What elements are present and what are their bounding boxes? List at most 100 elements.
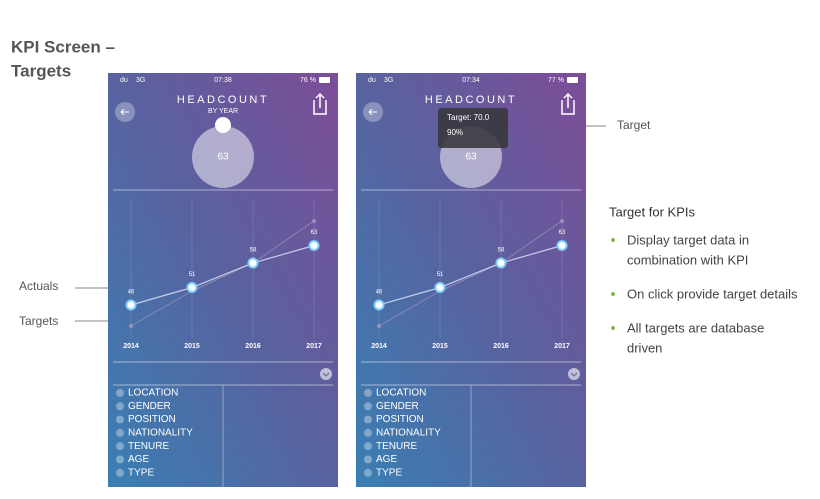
share-icon[interactable]	[313, 92, 327, 115]
data-label: 58	[498, 248, 505, 254]
filter-item: AGE	[376, 454, 397, 465]
target-point	[129, 324, 133, 328]
status-time: 07:34	[462, 77, 480, 84]
kpi-value: 63	[465, 152, 477, 163]
screen-header: HEADCOUNT	[177, 94, 269, 106]
bullet-text: Display target data in	[627, 232, 749, 247]
tooltip-target: Target: 70.0	[447, 113, 490, 122]
phone-screen: du 3G 07:34 77 % HEADCOUNT 63 2014 2015 2016 2017…	[356, 73, 586, 487]
filter-item: LOCATION	[128, 388, 178, 399]
filter-check[interactable]	[116, 455, 124, 464]
x-tick-label: 2015	[432, 343, 448, 350]
actual-point	[308, 240, 320, 251]
bullet-text: All targets are database	[627, 320, 764, 335]
kpi-value: 63	[217, 152, 229, 163]
filter-item: POSITION	[128, 414, 176, 425]
target-point	[312, 219, 316, 223]
tooltip	[438, 108, 508, 148]
actual-line	[130, 244, 315, 306]
status-carrier: du	[368, 77, 376, 84]
status-time: 07:38	[214, 77, 232, 84]
filter-check[interactable]	[364, 402, 372, 411]
battery-icon	[567, 77, 578, 83]
actual-point	[125, 299, 137, 311]
filter-item: TYPE	[376, 467, 402, 478]
expand-chevron	[322, 372, 330, 377]
screen-subheader: BY YEAR	[208, 108, 238, 115]
data-label: 46	[376, 290, 383, 296]
filter-check[interactable]	[116, 442, 124, 451]
filter-check[interactable]	[116, 415, 124, 424]
data-label: 63	[311, 230, 318, 236]
target-line	[130, 220, 315, 327]
expand-button[interactable]	[320, 368, 332, 380]
slide-title: Targets	[11, 61, 71, 80]
actual-point	[434, 282, 446, 293]
back-arrow	[368, 108, 377, 116]
filter-item: GENDER	[376, 401, 419, 412]
x-tick-label: 2014	[371, 343, 387, 350]
filter-item: NATIONALITY	[376, 428, 441, 439]
status-network: 3G	[136, 77, 145, 84]
status-network: 3G	[384, 77, 393, 84]
x-tick-label: 2016	[493, 343, 509, 350]
kpi-circle[interactable]	[192, 126, 254, 188]
filter-check[interactable]	[116, 468, 124, 477]
filter-check[interactable]	[364, 442, 372, 451]
x-tick-label: 2016	[245, 343, 261, 350]
data-label: 51	[437, 272, 444, 278]
actual-point	[373, 299, 385, 311]
status-carrier: du	[120, 77, 128, 84]
filter-item: LOCATION	[376, 388, 426, 399]
filter-check[interactable]	[116, 389, 124, 397]
filter-check[interactable]	[364, 415, 372, 424]
filter-item: TYPE	[128, 467, 154, 478]
filter-item: TENURE	[128, 441, 169, 452]
bullet-dot	[611, 326, 615, 330]
actual-point	[247, 257, 259, 269]
annotation: Actuals	[19, 279, 58, 293]
filter-check[interactable]	[364, 468, 372, 477]
slide-title: KPI Screen –	[11, 37, 115, 56]
x-tick-label: 2015	[184, 343, 200, 350]
expand-chevron	[570, 372, 578, 377]
data-label: 58	[250, 248, 257, 254]
expand-button[interactable]	[568, 368, 580, 380]
data-label: 51	[189, 272, 196, 278]
target-point	[560, 219, 564, 223]
x-tick-label: 2017	[554, 343, 570, 350]
filter-item: NATIONALITY	[128, 428, 193, 439]
target-line	[378, 220, 563, 327]
filter-item: POSITION	[376, 414, 424, 425]
x-tick-label: 2017	[306, 343, 322, 350]
share-icon[interactable]	[561, 92, 575, 115]
battery-icon	[319, 77, 330, 83]
bullet-text: driven	[627, 340, 662, 355]
back-arrow	[120, 108, 129, 116]
filter-item: GENDER	[128, 401, 171, 412]
data-label: 63	[559, 230, 566, 236]
screen-header: HEADCOUNT	[425, 94, 517, 106]
data-label: 46	[128, 290, 135, 296]
filter-check[interactable]	[116, 402, 124, 411]
actual-line	[378, 244, 563, 306]
phone-screen: du 3G 07:38 76 % HEADCOUNT BY YEAR 63 2014 2015 2…	[108, 73, 338, 487]
bullet-dot	[611, 238, 615, 242]
annotation: Target	[617, 118, 651, 132]
filter-check[interactable]	[116, 428, 124, 437]
filter-check[interactable]	[364, 389, 372, 397]
status-battery: 77 %	[548, 77, 564, 84]
notes-heading: Target for KPIs	[609, 204, 695, 219]
actual-point	[186, 282, 198, 293]
filter-check[interactable]	[364, 455, 372, 464]
bullet-text: On click provide target details	[627, 286, 798, 301]
x-tick-label: 2014	[123, 343, 139, 350]
tooltip-percent: 90%	[447, 128, 463, 137]
filter-item: TENURE	[376, 441, 417, 452]
status-battery: 76 %	[300, 77, 316, 84]
filter-check[interactable]	[364, 428, 372, 437]
annotation: Targets	[19, 314, 58, 328]
filter-item: AGE	[128, 454, 149, 465]
target-point	[377, 324, 381, 328]
